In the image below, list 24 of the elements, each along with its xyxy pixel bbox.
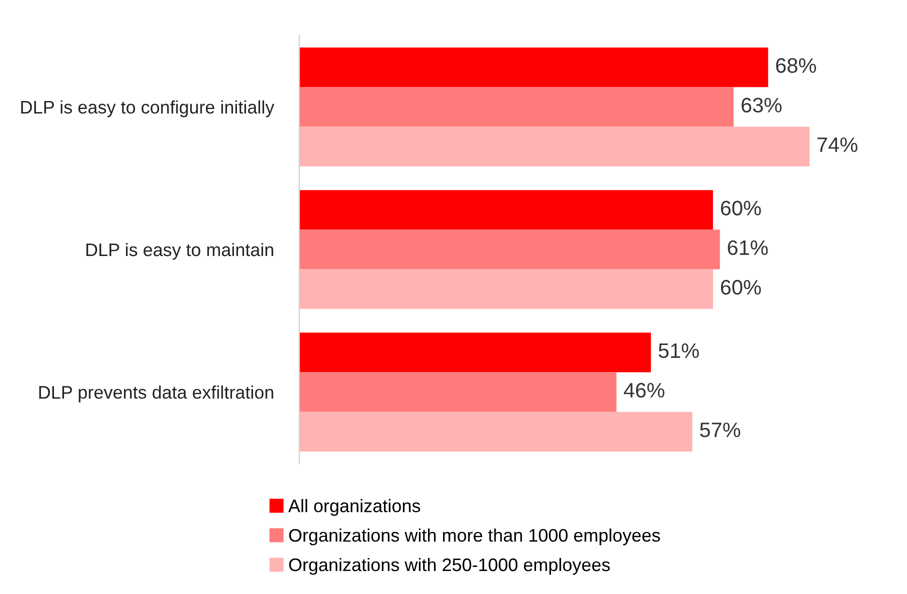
legend-label: Organizations with 250-1000 employees [289, 558, 610, 575]
data-label: 60% [720, 200, 761, 216]
bar [299, 230, 720, 270]
bar [299, 126, 810, 166]
bar [299, 48, 768, 88]
bar [299, 332, 651, 372]
bar [299, 269, 713, 309]
bar [299, 412, 692, 452]
data-label: 51% [658, 343, 699, 358]
y-tick-label: DLP is easy to configure initially [21, 100, 274, 118]
data-label: 68% [776, 58, 816, 73]
data-label: 46% [624, 382, 664, 398]
y-tick-label: DLP is easy to maintain [86, 242, 274, 260]
data-label: 74% [818, 137, 858, 152]
data-label: 57% [700, 422, 740, 438]
y-tick-label: DLP prevents data exfiltration [39, 386, 274, 402]
bar [299, 190, 713, 230]
data-label: 60% [720, 280, 761, 295]
legend-label: All organizations [288, 499, 420, 516]
bar [299, 87, 734, 127]
data-label: 61% [728, 240, 768, 256]
data-label: 63% [742, 98, 782, 113]
bar [299, 372, 616, 412]
legend-label: Organizations with more than 1000 employees [289, 528, 660, 546]
